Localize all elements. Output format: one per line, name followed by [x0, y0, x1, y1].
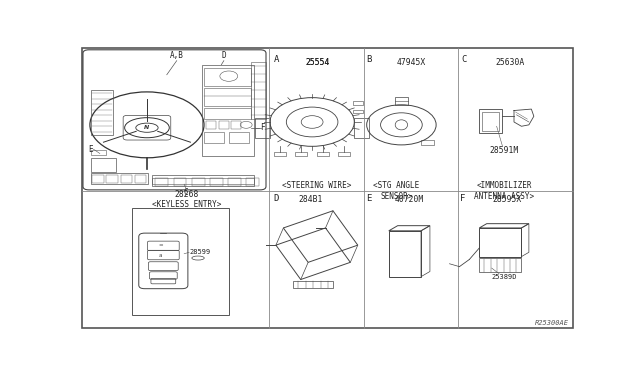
Bar [274, 152, 286, 156]
Bar [219, 121, 229, 129]
Bar [317, 152, 329, 156]
Text: A: A [273, 55, 279, 64]
Bar [228, 177, 241, 186]
Bar [479, 228, 522, 257]
Bar [210, 177, 223, 186]
Bar [192, 177, 205, 186]
Text: E: E [366, 193, 372, 203]
Bar [152, 175, 253, 186]
Bar [106, 175, 118, 183]
Text: 28591M: 28591M [490, 146, 518, 155]
Text: R25300AE: R25300AE [534, 320, 568, 326]
Bar [92, 175, 104, 183]
Text: B: B [367, 55, 372, 64]
Ellipse shape [136, 123, 158, 132]
Bar [339, 152, 350, 156]
Text: =: = [159, 243, 163, 248]
Bar [353, 110, 363, 113]
Text: E: E [88, 145, 92, 154]
Bar [231, 121, 241, 129]
Text: D: D [221, 51, 226, 60]
Text: C: C [183, 189, 188, 198]
Text: C: C [461, 55, 467, 64]
Bar [91, 150, 106, 155]
Text: <STEERING WIRE>: <STEERING WIRE> [282, 181, 352, 190]
Bar [204, 89, 251, 106]
Text: 25554: 25554 [306, 58, 330, 67]
Bar [204, 132, 224, 144]
Text: 40720M: 40720M [395, 195, 424, 204]
Bar [295, 152, 307, 156]
Bar [421, 140, 434, 145]
Bar [152, 178, 253, 184]
Text: A,B: A,B [170, 51, 184, 60]
Bar [353, 101, 363, 105]
Text: F: F [260, 123, 265, 132]
Text: a: a [159, 253, 163, 258]
Text: 47945X: 47945X [396, 58, 426, 67]
Text: 25389D: 25389D [492, 274, 517, 280]
Text: 25630A: 25630A [495, 58, 525, 67]
Bar [479, 258, 522, 272]
Bar [132, 208, 229, 315]
Bar [173, 177, 186, 186]
Bar [91, 173, 148, 184]
Bar [395, 97, 408, 105]
Bar [229, 132, 248, 144]
Bar [202, 65, 253, 156]
Bar [134, 175, 147, 183]
Text: 28599: 28599 [189, 249, 211, 255]
Text: 25554: 25554 [306, 58, 330, 67]
Bar [251, 62, 266, 119]
Bar [482, 112, 499, 131]
Bar [207, 121, 216, 129]
Text: <STG ANGLE
SENSOR>: <STG ANGLE SENSOR> [373, 181, 420, 201]
Text: 284B1: 284B1 [298, 195, 323, 204]
Text: N: N [145, 125, 150, 130]
Bar [293, 281, 333, 288]
Bar [120, 175, 132, 183]
Bar [355, 118, 369, 138]
Bar [388, 231, 421, 277]
Bar [91, 158, 116, 172]
Bar [246, 177, 259, 186]
Text: 28595X: 28595X [493, 195, 522, 204]
Text: D: D [273, 193, 278, 203]
Bar [255, 118, 270, 138]
Text: <KEYLESS ENTRY>: <KEYLESS ENTRY> [152, 200, 221, 209]
Bar [156, 177, 168, 186]
Text: 28268: 28268 [175, 190, 199, 199]
Text: F: F [460, 193, 465, 203]
Bar [204, 68, 251, 86]
Text: <IMMOBILIZER
ANTENNA ASSY>: <IMMOBILIZER ANTENNA ASSY> [474, 181, 534, 201]
Bar [204, 108, 251, 119]
Bar [479, 109, 502, 134]
Bar [91, 90, 113, 135]
